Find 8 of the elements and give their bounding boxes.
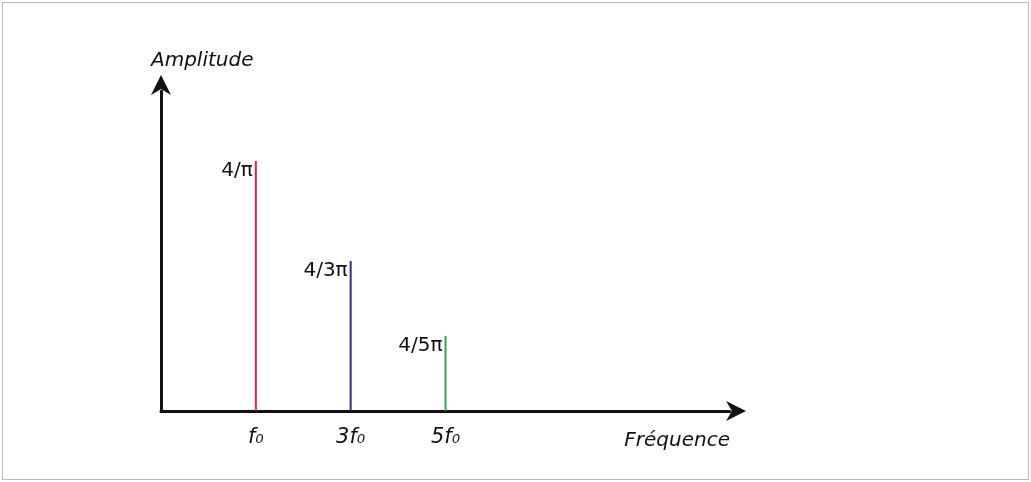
annotation: 4/π <box>221 157 253 181</box>
x-tick-label: 5f₀ <box>430 423 461 448</box>
text: Fréquence <box>624 427 730 451</box>
x-tick-label: 3f₀ <box>336 423 366 448</box>
y-axis-title: Amplitude <box>149 47 254 71</box>
annotation: 4/5π <box>398 332 443 356</box>
x-tick-label: f₀ <box>247 423 265 448</box>
annotation: 4/3π <box>303 257 348 281</box>
